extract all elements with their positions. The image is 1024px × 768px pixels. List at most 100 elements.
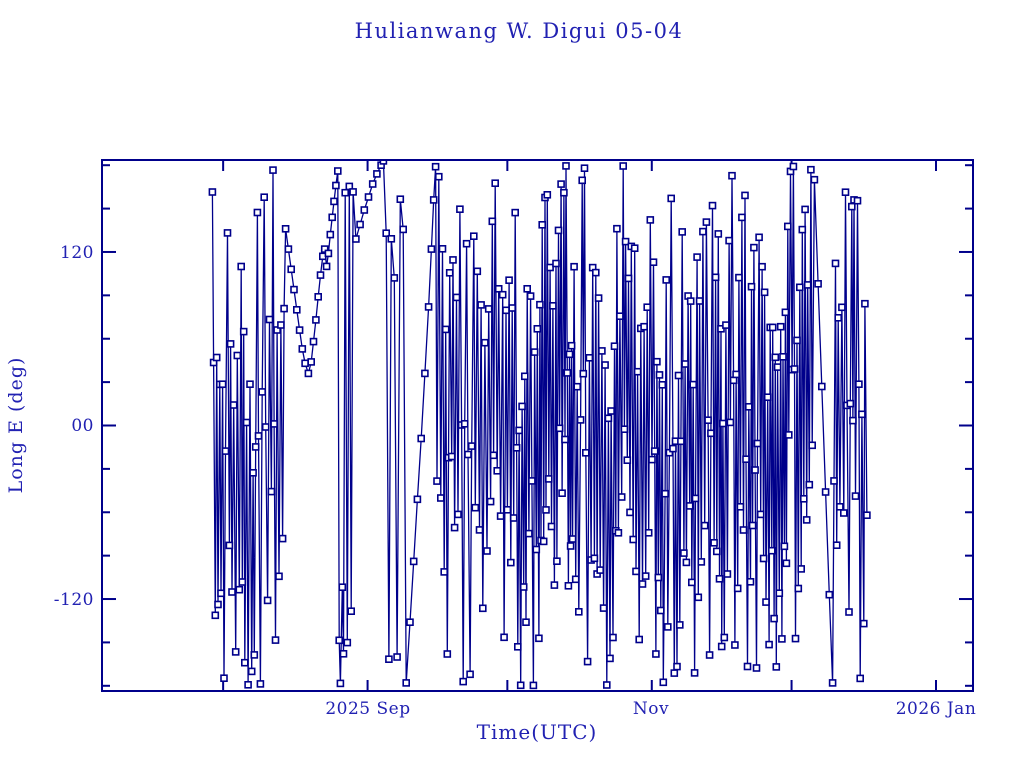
data-point-marker [221, 447, 230, 455]
data-point-marker [238, 578, 247, 586]
data-point-marker [500, 633, 508, 642]
data-point-marker [452, 293, 461, 302]
data-point-marker [328, 213, 337, 222]
data-point-marker [598, 347, 606, 355]
data-point-marker [560, 188, 568, 197]
data-point-marker [258, 388, 267, 396]
data-point-marker [686, 297, 695, 305]
data-point-marker [565, 350, 574, 359]
data-point-marker [254, 432, 263, 440]
data-point-marker [562, 162, 570, 170]
data-point-marker [576, 416, 585, 424]
data-point-marker [609, 633, 617, 642]
data-point-marker [483, 547, 491, 555]
data-point-marker [450, 523, 459, 532]
data-point-marker [261, 423, 270, 431]
data-point-marker [744, 402, 753, 411]
data-point-marker [336, 679, 345, 688]
data-point-marker [606, 654, 614, 663]
data-point-marker [387, 235, 396, 243]
data-point-marker [267, 487, 276, 496]
data-point-marker [218, 380, 227, 389]
data-point-marker [539, 537, 548, 546]
data-point-marker [434, 172, 443, 181]
data-point-marker [680, 549, 688, 557]
data-point-marker [275, 572, 283, 581]
data-point-marker [529, 681, 538, 690]
data-point-marker [231, 648, 240, 656]
data-point-marker [697, 558, 706, 566]
data-point-marker [847, 202, 856, 211]
data-point-marker [433, 477, 441, 485]
data-point-marker [613, 224, 621, 233]
data-point-marker [838, 303, 846, 312]
data-point-marker [861, 299, 869, 308]
data-point-marker [333, 167, 342, 175]
data-point-marker [790, 365, 799, 373]
data-point-marker [808, 441, 817, 450]
data-point-marker [772, 663, 781, 671]
data-point-marker [555, 424, 564, 433]
data-point-marker [519, 583, 528, 591]
data-point-marker [530, 348, 539, 356]
data-point-marker [765, 640, 773, 649]
data-point-marker [554, 226, 563, 235]
data-point-marker [526, 292, 535, 300]
data-point-marker [748, 521, 757, 530]
data-point-marker [580, 164, 589, 172]
data-point-marker [691, 494, 700, 503]
data-point-marker [536, 300, 544, 309]
data-point-marker [646, 216, 655, 224]
data-point-marker [579, 369, 588, 378]
data-point-marker [345, 182, 354, 191]
chart-title: Hulianwang W. Digui 05-04 [355, 19, 684, 43]
data-point-marker [278, 534, 287, 543]
data-point-marker [624, 274, 633, 283]
data-point-marker [281, 225, 290, 233]
data-point-marker [778, 635, 786, 643]
data-point-marker [393, 653, 401, 661]
data-point-marker [338, 583, 347, 592]
data-point-marker [341, 188, 350, 197]
data-point-marker [747, 282, 756, 291]
data-point-marker [694, 593, 703, 602]
data-series [208, 161, 871, 690]
data-point-marker [550, 581, 559, 589]
data-point-marker [564, 581, 573, 590]
data-point-marker [681, 360, 689, 368]
data-point-marker [368, 180, 377, 188]
data-point-marker [803, 281, 812, 289]
data-point-marker [473, 267, 482, 276]
data-point-marker [743, 662, 752, 671]
data-point-marker [512, 443, 521, 452]
data-point-marker [538, 221, 547, 229]
data-point-marker [295, 326, 304, 334]
data-point-marker [629, 535, 638, 544]
data-point-marker [471, 503, 480, 512]
data-point-marker [845, 608, 853, 616]
data-point-marker [223, 229, 232, 237]
data-point-marker [599, 604, 608, 612]
data-point-marker [733, 584, 742, 593]
data-point-marker [795, 283, 804, 292]
data-point-marker [505, 276, 513, 285]
data-point-marker [436, 494, 445, 502]
data-point-marker [516, 681, 525, 690]
data-point-marker [409, 557, 418, 566]
data-point-marker [488, 217, 497, 226]
data-point-marker [462, 239, 471, 248]
data-point-marker [449, 256, 457, 264]
data-point-marker [759, 554, 768, 563]
data-point-marker [399, 225, 408, 234]
data-point-marker [290, 285, 298, 294]
data-point-marker [486, 497, 495, 506]
data-point-marker [417, 434, 426, 443]
data-point-marker [801, 205, 809, 214]
data-point-marker [460, 419, 469, 428]
data-point-marker [695, 297, 704, 305]
data-point-marker [547, 522, 556, 531]
data-point-marker [475, 526, 484, 534]
data-point-marker [251, 443, 260, 451]
y-axis-title: Long E (deg) [5, 357, 27, 494]
data-point-marker [542, 506, 550, 514]
